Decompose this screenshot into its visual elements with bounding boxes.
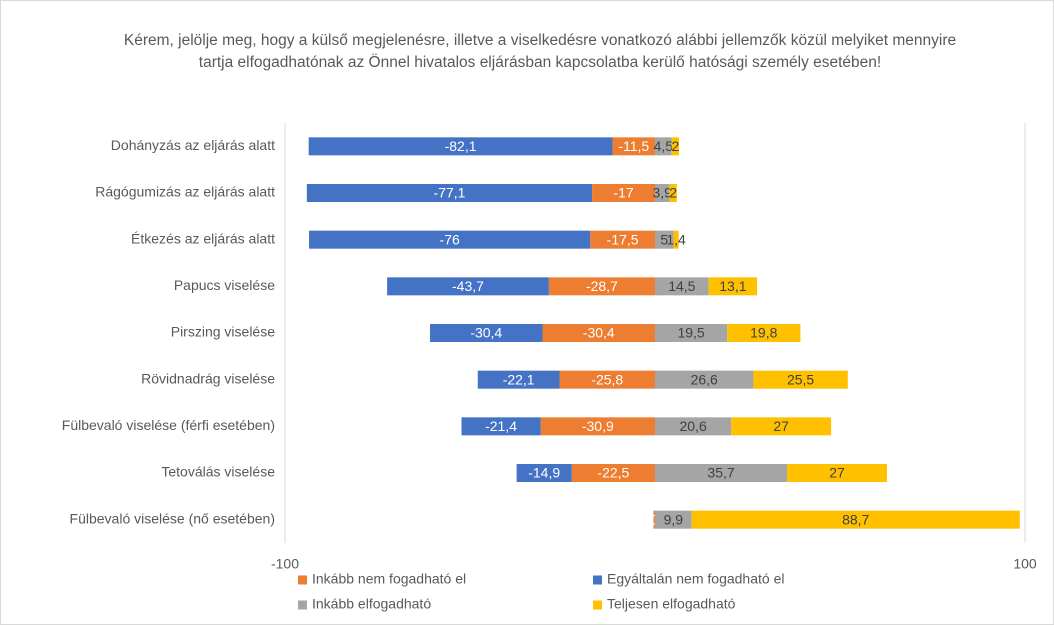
bar-segment — [655, 510, 692, 529]
legend-label: Inkább elfogadható — [312, 596, 431, 612]
category-label: Fülbevaló viselése (nő esetében) — [70, 510, 275, 526]
bar-segment — [669, 184, 677, 202]
bar-segment — [731, 417, 832, 436]
legend-swatch — [298, 600, 307, 610]
data-label: 27 — [829, 465, 845, 481]
bar-segment — [548, 277, 655, 296]
bar-segment — [671, 137, 680, 156]
legend-swatch — [593, 600, 602, 610]
chart-title: Kérem, jelölje meg, hogy a külső megjele… — [123, 32, 957, 71]
x-tick-label: 100 — [1013, 556, 1037, 572]
bar-segment — [653, 510, 655, 529]
bar-segment — [655, 370, 754, 389]
category-label: Rövidnadrág viselése — [141, 370, 275, 386]
data-label: -28,7 — [586, 278, 618, 294]
data-label: -30,4 — [470, 325, 502, 341]
data-label: 88,7 — [842, 511, 869, 527]
data-label: -14,9 — [528, 465, 560, 481]
data-label: 2 — [669, 185, 677, 201]
data-label: -76 — [440, 231, 460, 247]
bar-segment — [592, 184, 655, 202]
bar-segment — [477, 370, 560, 389]
data-label: -30,9 — [582, 418, 614, 434]
bar-segment — [655, 230, 674, 249]
bar-segment — [655, 324, 728, 342]
bar-segment — [540, 417, 655, 436]
bar-segment — [516, 464, 572, 482]
data-label: 0 — [650, 511, 658, 527]
legend-label: Egyáltalán nem fogadható el — [607, 571, 784, 587]
data-label: 35,7 — [707, 465, 734, 481]
data-label: 4,5 — [654, 138, 674, 154]
data-label: 13,1 — [719, 278, 746, 294]
bar-segment — [753, 370, 848, 389]
legend-swatch — [298, 575, 307, 585]
data-label: 25,5 — [787, 371, 814, 387]
bar-segment — [655, 277, 709, 296]
category-label: Tetoválás viselése — [161, 464, 275, 480]
bar-segment — [306, 184, 593, 202]
bar-segment — [309, 230, 591, 249]
bar-segment — [308, 137, 613, 156]
data-label: 19,5 — [677, 325, 704, 341]
data-label: -22,1 — [503, 371, 535, 387]
data-label: -25,8 — [591, 371, 623, 387]
bar-segment — [655, 464, 788, 482]
category-label: Pirszing viselése — [171, 324, 275, 340]
data-label: 26,6 — [691, 371, 718, 387]
data-label: 19,8 — [750, 325, 777, 341]
data-label: 2 — [671, 138, 679, 154]
category-label: Fülbevaló viselése (férfi esetében) — [62, 417, 275, 433]
data-label: -17 — [613, 185, 633, 201]
data-label: -43,7 — [452, 278, 484, 294]
data-label: 9,9 — [664, 511, 684, 527]
data-label: 14,5 — [668, 278, 695, 294]
bar-segment — [612, 137, 655, 156]
bar-segment — [430, 324, 543, 342]
category-label: Rágógumizás az eljárás alatt — [95, 184, 275, 200]
data-label: 20,6 — [679, 418, 706, 434]
data-label: -21,4 — [485, 418, 517, 434]
data-label: 5 — [660, 231, 668, 247]
bar-segment — [559, 370, 655, 389]
bar-segment — [590, 230, 655, 249]
data-label: 1,4 — [666, 231, 686, 247]
data-label: -77,1 — [434, 185, 466, 201]
data-label: 27 — [773, 418, 789, 434]
bar-segment — [655, 137, 672, 156]
category-label: Papucs viselése — [174, 277, 275, 293]
bar-segment — [461, 417, 541, 436]
legend-label: Inkább nem fogadható el — [312, 571, 466, 587]
bar-segment — [387, 277, 549, 296]
bar-segment — [691, 510, 1020, 529]
data-label: -82,1 — [445, 138, 477, 154]
data-label: -17,5 — [607, 231, 639, 247]
data-label: 3,9 — [652, 185, 672, 201]
bar-segment — [787, 464, 887, 482]
data-label: -30,4 — [583, 325, 615, 341]
bar-segment — [655, 184, 670, 202]
bar-segment — [542, 324, 655, 342]
legend-swatch — [593, 575, 602, 585]
bar-segment — [673, 230, 679, 249]
category-label: Étkezés az eljárás alatt — [131, 230, 275, 246]
data-label: -22,5 — [597, 465, 629, 481]
bar-segment — [655, 417, 732, 436]
legend-label: Teljesen elfogadható — [607, 596, 736, 612]
x-tick-label: -100 — [271, 556, 299, 572]
bar-segment — [727, 324, 801, 342]
category-label: Dohányzás az eljárás alatt — [111, 137, 275, 153]
bar-segment — [708, 277, 758, 296]
bar-segment — [571, 464, 655, 482]
data-label: -11,5 — [618, 138, 649, 154]
